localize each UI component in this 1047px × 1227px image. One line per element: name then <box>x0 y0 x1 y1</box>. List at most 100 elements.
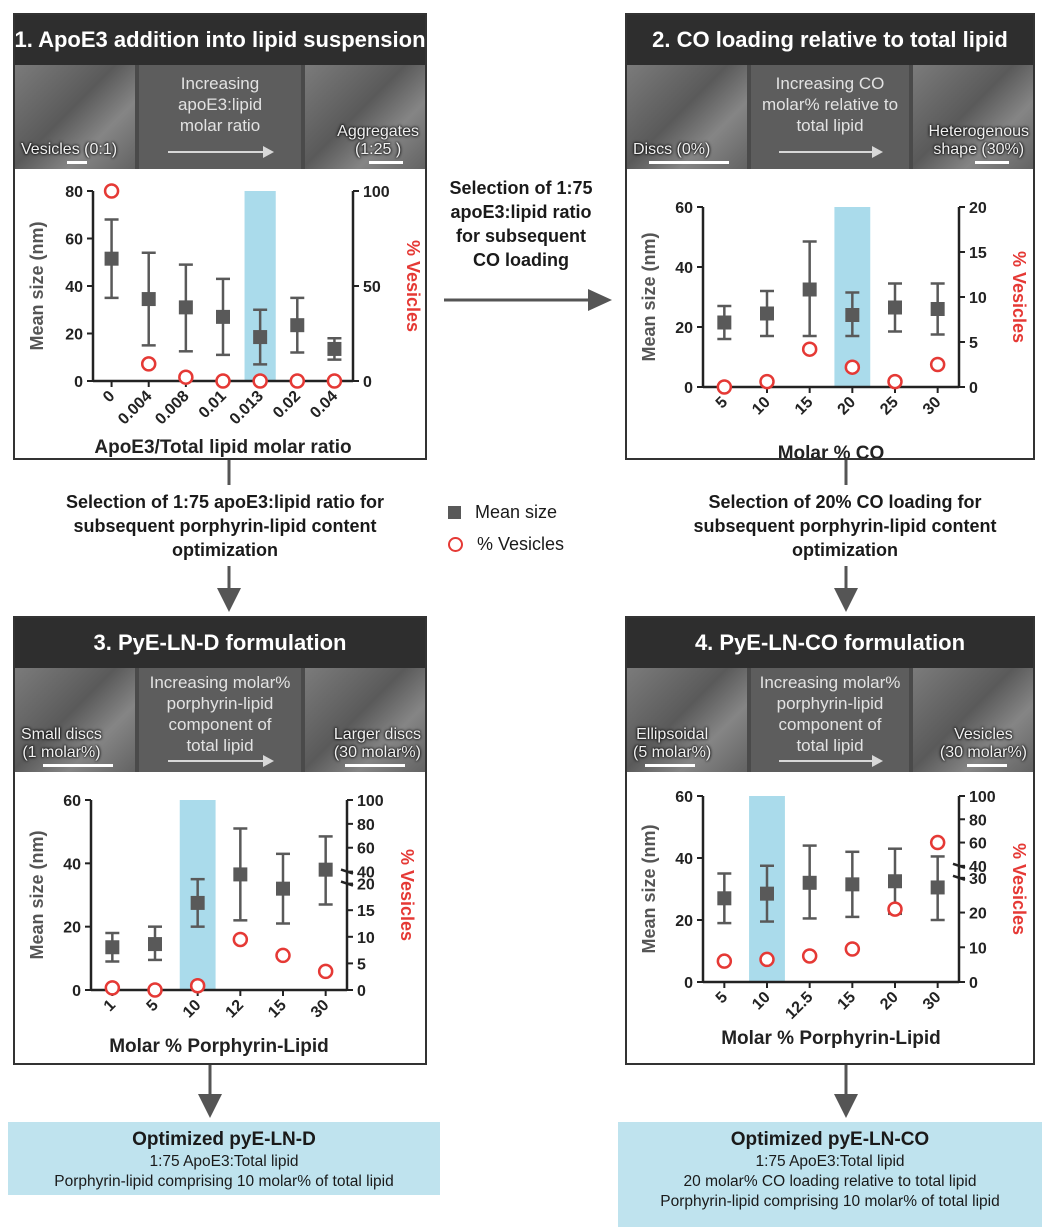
x-tick-label: 10 <box>180 997 205 1022</box>
y-tick-label: 40 <box>63 856 81 873</box>
x-tick-label: 12.5 <box>782 989 816 1023</box>
mean-size-point <box>216 309 230 324</box>
scale-bar <box>967 764 1007 767</box>
scale-bar <box>67 161 87 164</box>
panel-title: 2. CO loading relative to total lipid <box>627 15 1033 65</box>
mean-size-point <box>233 867 248 882</box>
square-marker-icon <box>448 505 461 519</box>
y2-tick-label: 20 <box>969 906 987 923</box>
vesicle-point <box>140 356 157 372</box>
scale-bar <box>975 161 1009 164</box>
chart-mean-size-vs-co: 0 20 40 60 0 5 10 15 20 5 10 15 20 25 30 Molar % CO Mean… <box>639 200 1029 458</box>
result-title: Optimized pyE-LN-D <box>132 1129 316 1150</box>
y-tick-label: 20 <box>675 913 693 930</box>
y2-tick-label: 0 <box>357 983 366 1000</box>
x-tick-label: 0.01 <box>196 388 230 422</box>
y-tick-label: 40 <box>675 260 693 277</box>
vesicle-point <box>929 834 946 851</box>
vesicle-point <box>759 951 775 968</box>
micrograph-image <box>305 65 425 169</box>
scale-bar <box>345 764 405 767</box>
x-tick-label: 0.013 <box>227 388 267 428</box>
vesicle-point <box>801 341 818 357</box>
micrograph-image <box>15 668 135 772</box>
x-tick-label: 15 <box>792 394 817 419</box>
result-line: 1:75 ApoE3:Total lipid <box>755 1153 905 1170</box>
scale-bar <box>43 764 113 767</box>
mean-size-point <box>888 874 902 889</box>
x-tick-label: 30 <box>920 989 945 1014</box>
legend-item-vesicles: % Vesicles <box>448 532 564 556</box>
mean-size-point <box>888 300 902 315</box>
mean-size-point <box>760 886 774 901</box>
micrograph-label-left: Vesicles (0:1) <box>21 141 118 158</box>
mean-size-point <box>930 880 945 895</box>
vesicle-point <box>252 373 268 389</box>
mean-size-point <box>105 940 120 955</box>
y-tick-label: 40 <box>675 851 693 868</box>
vesicle-point <box>716 953 733 969</box>
y2-tick-label: 100 <box>357 793 384 810</box>
panel-title: 3. PyE-LN-D formulation <box>15 618 425 668</box>
scale-bar <box>645 764 695 767</box>
arrowhead-icon <box>834 588 858 612</box>
x-tick-label: 5 <box>713 394 731 412</box>
trend-text: Increasing molar% porphyrin-lipid compon… <box>149 673 291 755</box>
y2-axis-label: % Vesicles <box>397 849 417 941</box>
arrowhead-icon <box>198 1094 222 1118</box>
micrograph-strip: Increasing molar% porphyrin-lipid compon… <box>627 668 1033 772</box>
micrograph-image <box>627 65 747 169</box>
trend-box: Increasing CO molar% relative to total l… <box>751 65 909 169</box>
micrograph-image <box>913 668 1033 772</box>
y-tick-label: 60 <box>675 789 693 806</box>
arrowhead-icon <box>588 289 612 311</box>
mean-size-point <box>141 292 156 307</box>
vesicle-point <box>103 183 120 199</box>
vesicle-point <box>929 356 946 373</box>
vesicle-point <box>289 373 306 389</box>
trend-arrow <box>779 146 883 158</box>
micrograph-label-right: Heterogenous shape (30%) <box>928 123 1029 158</box>
y2-tick-label: 100 <box>363 184 390 201</box>
caption-middle: Selection of 1:75 apoE3:lipid ratio for … <box>449 178 593 270</box>
y2-tick-label: 100 <box>969 789 996 806</box>
x-tick-label: 12 <box>223 997 248 1022</box>
scale-bar <box>649 161 729 164</box>
result-line: 1:75 ApoE3:Total lipid <box>149 1153 299 1170</box>
x-tick-label: 1 <box>101 997 119 1015</box>
micrograph-label-left: Ellipsoidal (5 molar%) <box>633 726 712 761</box>
y2-tick-label: 40 <box>357 865 375 882</box>
y2-tick-label: 10 <box>969 940 987 957</box>
micrograph-strip: Increasing molar% porphyrin-lipid compon… <box>15 668 425 772</box>
mean-size-point <box>802 875 817 890</box>
x-tick-label: 10 <box>749 394 774 419</box>
circle-marker-icon <box>448 536 463 552</box>
y-tick-label: 20 <box>675 320 693 337</box>
y2-tick-label: 50 <box>363 279 381 296</box>
x-tick-label: 30 <box>308 997 333 1022</box>
legend-label: Mean size <box>475 501 558 522</box>
y2-tick-label: 0 <box>969 380 978 397</box>
micrograph-image <box>627 668 747 772</box>
mean-size-point <box>178 300 193 315</box>
y2-tick-label: 60 <box>357 841 375 858</box>
x-axis-label: ApoE3/Total lipid molar ratio <box>94 437 351 458</box>
result-line: Porphyrin-lipid comprising 10 molar% of … <box>660 1193 1000 1210</box>
y-tick-label: 0 <box>684 975 693 992</box>
vesicle-point <box>232 931 249 948</box>
panel-title: 4. PyE-LN-CO formulation <box>627 618 1033 668</box>
vesicle-point <box>759 373 775 390</box>
y2-tick-label: 15 <box>969 245 987 262</box>
y2-axis-label: % Vesicles <box>403 240 423 332</box>
x-axis-label: Molar % CO <box>778 443 885 458</box>
y-tick-label: 0 <box>684 380 693 397</box>
y2-axis-label: % Vesicles <box>1009 251 1029 343</box>
caption-right: Selection of 20% CO loading for subseque… <box>693 492 997 560</box>
micrograph-label-right: Larger discs (30 molar%) <box>333 726 421 761</box>
y-axis-label: Mean size (nm) <box>639 232 659 361</box>
x-tick-label: 20 <box>835 394 860 419</box>
x-tick-label: 25 <box>877 394 902 419</box>
y-tick-label: 80 <box>65 184 83 201</box>
y2-tick-label: 5 <box>357 956 366 973</box>
